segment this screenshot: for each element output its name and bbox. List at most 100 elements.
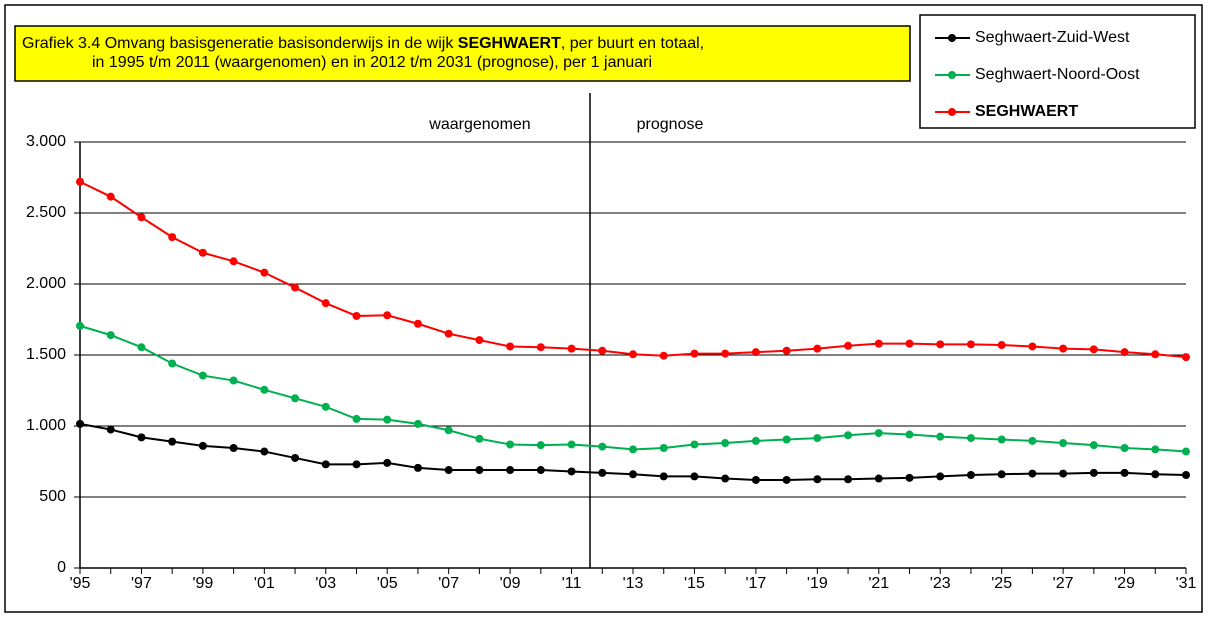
chart-title: Grafiek 3.4 Omvang basisgeneratie basiso… bbox=[22, 35, 704, 52]
data-point bbox=[1182, 353, 1190, 362]
data-point bbox=[291, 453, 300, 462]
data-point bbox=[659, 351, 668, 360]
title-part: , per buurt en totaal, bbox=[561, 35, 704, 52]
data-point bbox=[106, 192, 115, 201]
data-point bbox=[1151, 445, 1160, 454]
data-point bbox=[413, 319, 422, 328]
data-point bbox=[137, 213, 146, 222]
data-point bbox=[137, 343, 146, 352]
annotation: waargenomen bbox=[428, 116, 530, 133]
x-tick-label: '03 bbox=[315, 575, 336, 592]
legend-marker bbox=[948, 108, 956, 116]
legend-label: SEGHWAERT bbox=[975, 103, 1078, 120]
data-point bbox=[352, 414, 361, 423]
x-tick-label: '27 bbox=[1053, 575, 1074, 592]
x-tick-label: '21 bbox=[868, 575, 889, 592]
data-point bbox=[997, 341, 1006, 350]
title-box bbox=[14, 25, 911, 82]
x-tick-label: '97 bbox=[131, 575, 152, 592]
data-point bbox=[905, 430, 914, 439]
data-point bbox=[506, 466, 515, 475]
data-point bbox=[291, 394, 300, 403]
x-tick-label: '95 bbox=[70, 575, 91, 592]
data-point bbox=[198, 441, 207, 450]
x-tick-label: '07 bbox=[438, 575, 459, 592]
data-point bbox=[966, 340, 975, 349]
title-part: Grafiek 3.4 Omvang basisgeneratie basiso… bbox=[22, 35, 458, 52]
x-tick-label: '01 bbox=[254, 575, 275, 592]
data-point bbox=[751, 436, 760, 445]
data-point bbox=[813, 344, 822, 353]
data-point bbox=[168, 437, 177, 446]
data-point bbox=[444, 426, 453, 435]
data-point bbox=[782, 346, 791, 355]
data-point bbox=[383, 458, 392, 467]
data-point bbox=[321, 299, 330, 308]
data-point bbox=[966, 434, 975, 443]
data-point bbox=[229, 376, 238, 385]
data-point bbox=[874, 339, 883, 348]
data-point bbox=[260, 268, 269, 277]
data-point bbox=[936, 472, 945, 481]
data-point bbox=[506, 342, 515, 351]
data-point bbox=[659, 472, 668, 481]
data-point bbox=[629, 445, 637, 454]
x-tick-label: '25 bbox=[991, 575, 1012, 592]
data-point bbox=[76, 321, 84, 330]
x-tick-label: '11 bbox=[562, 575, 582, 592]
data-point bbox=[598, 346, 607, 355]
data-point bbox=[1089, 441, 1098, 450]
data-point bbox=[1182, 447, 1190, 456]
annotation: prognose bbox=[637, 116, 704, 133]
data-point bbox=[782, 475, 791, 484]
legend-marker bbox=[948, 71, 956, 79]
data-point bbox=[567, 344, 576, 353]
data-point bbox=[905, 473, 914, 482]
data-point bbox=[321, 460, 330, 469]
data-point bbox=[168, 359, 177, 368]
data-point bbox=[536, 343, 545, 352]
data-point bbox=[536, 441, 545, 450]
data-point bbox=[352, 311, 361, 320]
data-point bbox=[751, 348, 760, 357]
data-point bbox=[936, 432, 945, 441]
data-point bbox=[1059, 344, 1068, 353]
x-tick-label: '99 bbox=[192, 575, 213, 592]
data-point bbox=[905, 339, 914, 348]
data-point bbox=[444, 466, 453, 475]
y-tick-label: 2.000 bbox=[26, 275, 66, 292]
data-point bbox=[106, 331, 115, 340]
data-point bbox=[936, 340, 945, 349]
data-point bbox=[137, 433, 146, 442]
data-point bbox=[598, 442, 607, 451]
legend-marker bbox=[948, 34, 956, 42]
x-tick-label: '09 bbox=[500, 575, 521, 592]
x-tick-label: '15 bbox=[684, 575, 705, 592]
data-point bbox=[721, 349, 730, 358]
data-point bbox=[659, 444, 668, 453]
data-point bbox=[198, 248, 207, 257]
data-point bbox=[997, 435, 1006, 444]
data-point bbox=[198, 371, 207, 380]
data-point bbox=[844, 475, 853, 484]
data-point bbox=[321, 402, 330, 411]
data-point bbox=[567, 467, 576, 476]
x-tick-label: '17 bbox=[745, 575, 766, 592]
x-tick-label: '23 bbox=[930, 575, 951, 592]
data-point bbox=[1151, 350, 1160, 359]
data-point bbox=[1059, 469, 1068, 478]
data-point bbox=[475, 466, 484, 475]
data-point bbox=[106, 425, 115, 434]
data-point bbox=[1089, 345, 1098, 354]
data-point bbox=[506, 440, 515, 449]
title-part: SEGHWAERT bbox=[458, 35, 561, 52]
data-point bbox=[721, 439, 730, 448]
data-point bbox=[629, 350, 637, 359]
data-point bbox=[629, 470, 637, 479]
data-point bbox=[444, 329, 453, 338]
data-point bbox=[536, 466, 545, 475]
y-tick-label: 2.500 bbox=[26, 204, 66, 221]
x-tick-label: '05 bbox=[377, 575, 398, 592]
data-point bbox=[751, 475, 760, 484]
